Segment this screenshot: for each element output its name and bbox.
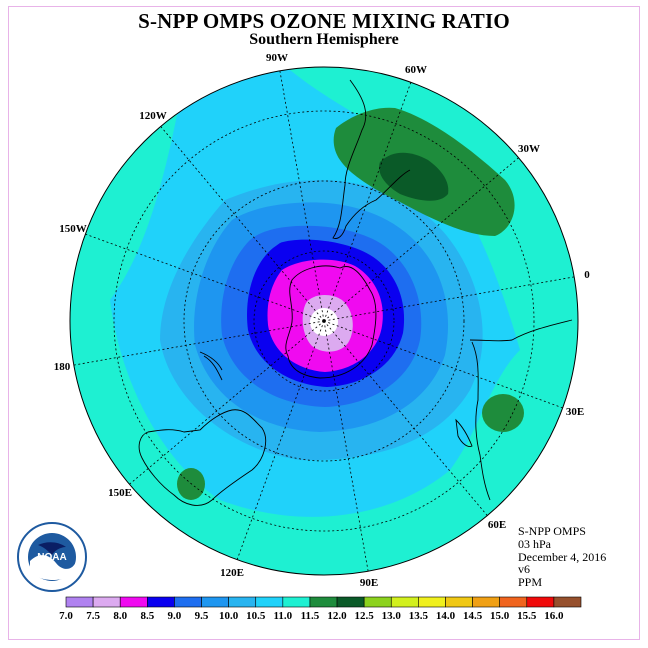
info-date: December 4, 2016	[518, 549, 607, 564]
colorbar-swatch	[201, 596, 229, 608]
info-units: PPM	[518, 575, 543, 590]
info-version: v6	[518, 562, 530, 577]
longitude-labels: 90W 60W 30W 0 30E 60E 90E 120E 150E 180 …	[54, 52, 591, 589]
colorbar-label: 11.0	[274, 610, 293, 622]
meridian-line	[323, 276, 575, 322]
page-subtitle: Southern Hemisphere	[249, 31, 399, 48]
meridian-line	[323, 320, 563, 409]
colorbar-swatch	[418, 596, 446, 608]
colorbar-label: 10.0	[219, 610, 239, 622]
colorbar-swatch	[282, 596, 311, 608]
colorbar-label: 13.5	[409, 610, 429, 622]
colorbar-label: 14.5	[463, 610, 483, 622]
figure-frame	[8, 6, 640, 640]
colorbar-swatch	[363, 596, 392, 608]
meridian-line	[160, 126, 325, 322]
colorbar-label: 8.5	[140, 610, 154, 622]
colorbar-label: 15.5	[517, 610, 537, 622]
colorbar-swatch	[228, 596, 257, 608]
meridian-line	[323, 157, 519, 322]
colorbar-swatch	[174, 596, 202, 608]
colorbar-label: 7.5	[86, 610, 100, 622]
colorbar-swatch	[92, 596, 121, 608]
colorbar-swatch	[65, 596, 94, 608]
colorbar-swatch	[390, 596, 419, 608]
graticule	[73, 70, 575, 572]
ozone-band-11-5-africa	[482, 394, 524, 432]
lon-label-60e: 60E	[488, 519, 506, 531]
meridian-line	[129, 320, 325, 485]
colorbar-label: 14.0	[436, 610, 456, 622]
meridian-line	[85, 233, 325, 322]
meridian-line	[323, 82, 412, 322]
colorbar-swatch	[255, 596, 284, 608]
map-border	[69, 66, 579, 576]
coastlines	[138, 79, 573, 506]
lon-label-0: 0	[584, 269, 590, 281]
colorbar-swatch	[336, 596, 365, 608]
coastline-south-america	[332, 79, 411, 239]
lon-label-120w: 120W	[139, 110, 167, 122]
ozone-band-12-0	[379, 152, 449, 201]
lon-label-150e: 150E	[108, 487, 132, 499]
coastline-madagascar	[455, 418, 473, 447]
colorbar-swatch	[119, 596, 148, 608]
info-level: 03 hPa	[518, 536, 551, 551]
meridian-line	[323, 320, 488, 516]
colorbar-label: 15.0	[490, 610, 510, 622]
latitude-circle	[183, 180, 465, 462]
colorbar-label: 9.0	[168, 610, 182, 622]
colorbar-label: 9.5	[195, 610, 209, 622]
meridian-line	[73, 320, 325, 366]
colorbar-swatch	[553, 596, 582, 608]
colorbar-label: 10.5	[246, 610, 266, 622]
lon-label-90e: 90E	[360, 577, 378, 589]
meridian-line	[323, 320, 369, 572]
lon-label-60w: 60W	[405, 64, 427, 76]
colorbar-label: 8.0	[113, 610, 127, 622]
colorbar-label: 7.0	[59, 610, 73, 622]
meridian-line	[279, 70, 325, 322]
coastline-antarctica	[285, 265, 377, 379]
page-title: S-NPP OMPS OZONE MIXING RATIO	[138, 9, 510, 33]
colorbar-swatch	[472, 596, 500, 608]
noaa-logo: NOAA	[17, 522, 87, 592]
colorbar: 7.0 7.5 8.0 8.5 9.0 9.5 10.0 10.5 11.0 11.5 12.0 12…	[59, 596, 582, 622]
latitude-circle	[113, 110, 535, 532]
lon-label-90w: 90W	[266, 52, 288, 64]
colorbar-label: 16.0	[544, 610, 564, 622]
logo-text: NOAA	[37, 552, 66, 563]
coastline-australia	[138, 409, 266, 506]
colorbar-label: 11.5	[301, 610, 320, 622]
colorbar-label: 12.5	[355, 610, 375, 622]
colorbar-swatch	[526, 596, 555, 608]
lon-label-30e: 30E	[566, 406, 584, 418]
info-panel: S-NPP OMPS 03 hPa December 4, 2016 v6 PP…	[518, 525, 606, 589]
latitude-circle	[253, 250, 395, 392]
lon-label-30w: 30W	[518, 143, 540, 155]
colorbar-swatch	[147, 596, 175, 608]
colorbar-swatch	[499, 596, 528, 608]
coastline-africa	[469, 319, 573, 501]
lon-label-120e: 120E	[220, 567, 244, 579]
info-instrument: S-NPP OMPS	[518, 524, 586, 538]
colorbar-swatch	[309, 596, 338, 608]
lon-label-150w: 150W	[59, 223, 87, 235]
meridian-line	[236, 320, 325, 560]
lon-label-180: 180	[54, 361, 71, 373]
colorbar-label: 12.0	[327, 610, 347, 622]
coastline-new-zealand	[199, 351, 223, 381]
colorbar-swatch	[445, 596, 473, 608]
colorbar-label: 13.0	[382, 610, 402, 622]
